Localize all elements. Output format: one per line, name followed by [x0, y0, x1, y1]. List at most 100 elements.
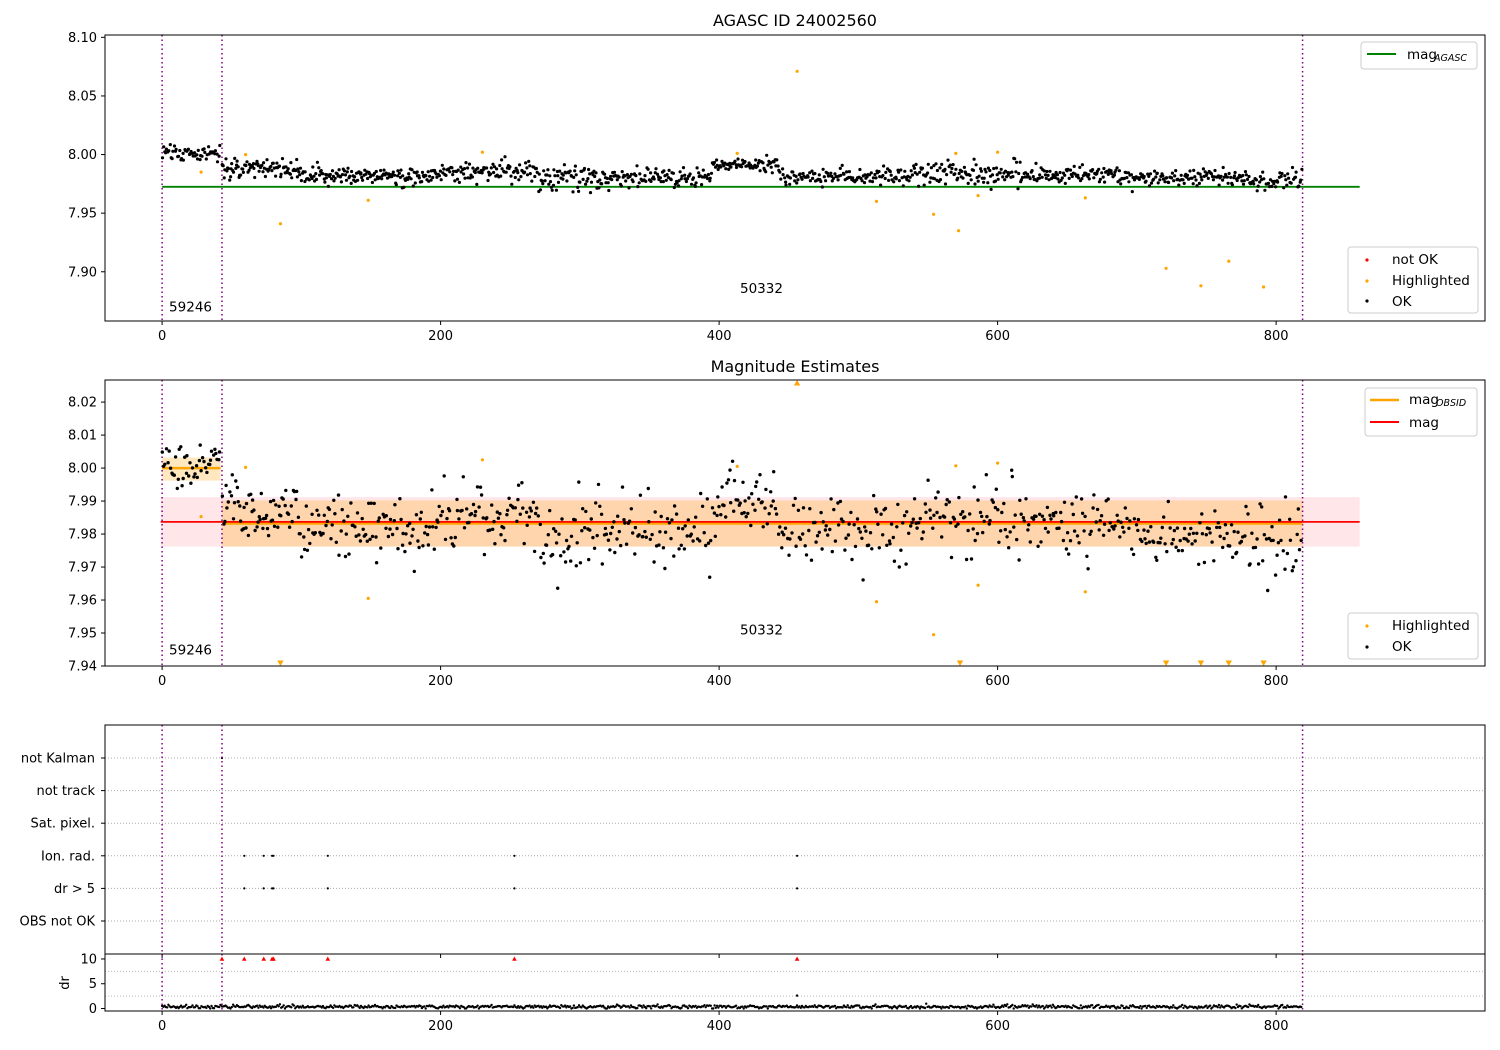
ok-point: [991, 500, 995, 504]
ok-point: [989, 187, 993, 191]
ok-point: [393, 503, 397, 507]
ok-point: [953, 172, 957, 176]
ok-point: [324, 523, 328, 528]
dr-point: [1179, 1005, 1183, 1008]
ok-point: [1102, 522, 1107, 526]
ok-point: [465, 507, 469, 511]
dr-point: [1091, 1004, 1094, 1007]
ok-point: [978, 510, 983, 515]
ok-point: [404, 532, 408, 536]
ok-point: [1019, 512, 1023, 516]
ok-point: [604, 181, 608, 185]
ok-point: [284, 165, 288, 169]
ok-point: [369, 501, 373, 505]
ok-point: [550, 552, 555, 557]
ok-point: [915, 526, 919, 530]
ok-point: [773, 506, 778, 511]
ok-point: [761, 525, 765, 529]
ok-point: [681, 166, 686, 170]
ok-point: [1195, 531, 1199, 535]
ok-point: [442, 474, 446, 478]
ok-point: [936, 490, 940, 494]
ok-point: [780, 546, 784, 550]
ok-point: [1063, 181, 1067, 185]
ok-point: [215, 160, 220, 164]
flag-label: Sat. pixel.: [31, 817, 95, 832]
dr-point: [741, 1005, 744, 1008]
ok-point: [456, 168, 460, 172]
ok-point: [661, 180, 666, 184]
dr-point: [292, 1004, 296, 1007]
ok-point: [912, 497, 917, 501]
legend-marker-highlighted: [1365, 624, 1369, 628]
ok-point: [317, 513, 321, 517]
ok-point: [652, 177, 656, 181]
ok-point: [990, 173, 995, 177]
ok-point: [392, 173, 397, 177]
ok-point: [225, 169, 229, 173]
ok-point: [303, 170, 307, 174]
ok-point: [1038, 173, 1042, 177]
ok-point: [230, 162, 234, 166]
ok-point: [820, 185, 825, 189]
ok-point: [360, 516, 364, 521]
flag-point: [326, 887, 329, 890]
ok-point: [1095, 172, 1099, 176]
ok-point: [945, 173, 949, 177]
ok-point: [836, 501, 840, 505]
ok-point: [226, 500, 230, 504]
ok-point: [907, 531, 911, 535]
ok-point: [604, 532, 609, 536]
ok-point: [503, 155, 507, 159]
ok-point: [892, 559, 897, 563]
ok-point: [321, 172, 325, 176]
ok-point: [606, 538, 611, 542]
ok-point: [1188, 169, 1192, 173]
ok-point: [1293, 175, 1298, 179]
ok-point: [751, 502, 755, 506]
dr-point: [419, 1004, 422, 1008]
obsid-annotation: 50332: [740, 281, 783, 297]
ok-point: [508, 165, 512, 169]
ok-point: [617, 175, 621, 179]
ok-point: [841, 519, 845, 524]
ok-point: [218, 143, 222, 148]
ok-point: [177, 154, 181, 158]
ok-point: [361, 527, 365, 531]
ok-point: [726, 478, 731, 482]
ok-point: [771, 499, 775, 503]
ok-point: [411, 184, 415, 188]
ok-point: [1193, 539, 1197, 543]
ok-point: [1008, 530, 1012, 534]
dr-point: [511, 1005, 515, 1009]
dr-point: [1196, 1007, 1199, 1010]
ok-point: [1215, 525, 1219, 530]
ok-point: [200, 456, 205, 460]
ok-point: [892, 180, 896, 184]
ok-point: [627, 519, 632, 523]
ok-point: [417, 545, 421, 550]
ok-point: [1140, 539, 1144, 544]
ok-point: [402, 185, 406, 189]
dr-point: [532, 1006, 535, 1009]
ok-point: [945, 498, 949, 502]
ok-point: [505, 513, 509, 517]
flag-point: [796, 854, 799, 857]
ok-point: [659, 514, 663, 519]
ok-point: [299, 179, 303, 183]
y-tick-label: 0: [89, 1002, 97, 1017]
ok-point: [706, 172, 711, 177]
ok-point: [1222, 536, 1226, 541]
ok-point: [304, 504, 308, 508]
ok-point: [672, 504, 677, 508]
ok-point: [353, 175, 357, 179]
ok-point: [677, 184, 681, 188]
ok-point: [943, 182, 948, 186]
ok-point: [820, 547, 824, 551]
dr-point: [255, 1004, 259, 1007]
ok-point: [286, 512, 291, 516]
legend-label: mag: [1407, 47, 1437, 63]
ok-point: [411, 527, 415, 531]
ok-point: [823, 528, 828, 532]
dr-point: [904, 1004, 908, 1008]
